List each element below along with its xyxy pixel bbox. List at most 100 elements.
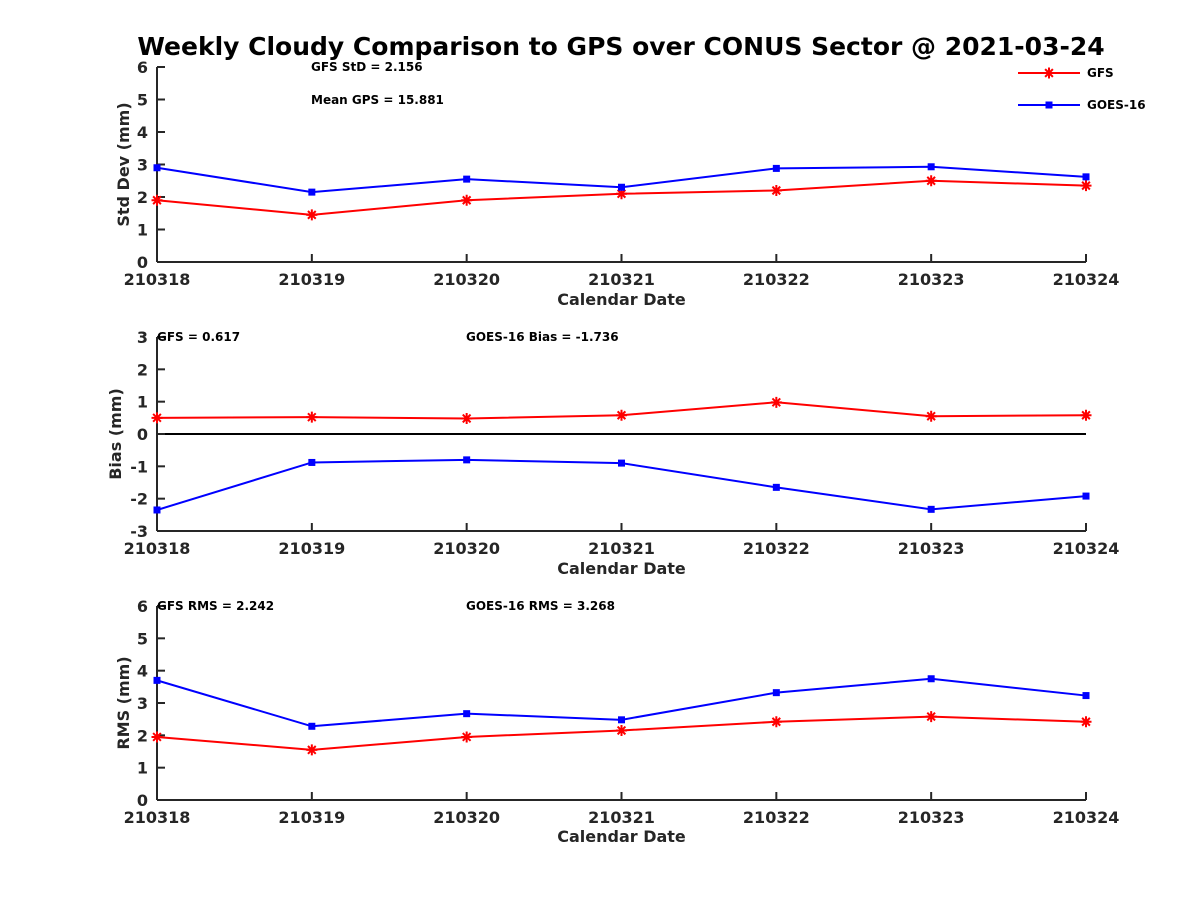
data-point xyxy=(151,412,163,424)
data-point xyxy=(306,744,318,756)
series-goes-16 xyxy=(153,675,1090,730)
x-tick-label: 210322 xyxy=(743,270,810,289)
x-tick-label: 210320 xyxy=(433,539,500,558)
y-axis-label: Std Dev (mm) xyxy=(114,102,133,226)
x-tick-label: 210321 xyxy=(588,808,655,827)
y-tick-label: 0 xyxy=(137,425,148,444)
y-tick-label: 2 xyxy=(137,360,148,379)
x-tick-label: 210323 xyxy=(898,808,965,827)
data-point xyxy=(306,209,318,221)
data-point xyxy=(463,175,471,183)
x-tick-label: 210323 xyxy=(898,270,965,289)
data-point xyxy=(461,194,473,206)
series-line xyxy=(156,458,1087,511)
y-tick-label: -2 xyxy=(130,490,148,509)
legend-marker xyxy=(1045,101,1053,109)
data-point xyxy=(151,731,163,743)
data-point xyxy=(616,724,627,736)
data-point xyxy=(927,675,935,683)
stat-annotation: Mean GPS = 15.881 xyxy=(311,93,444,107)
data-point xyxy=(925,175,937,187)
stat-annotation: GFS = 0.617 xyxy=(157,330,240,344)
data-point xyxy=(772,483,780,491)
y-tick-label: 3 xyxy=(137,694,148,713)
y-tick-label: 1 xyxy=(137,393,148,412)
y-tick-label: 5 xyxy=(137,629,148,648)
data-point xyxy=(618,183,625,191)
data-point xyxy=(153,676,161,684)
data-point xyxy=(770,716,782,728)
series-goes-16 xyxy=(153,163,1090,196)
data-point xyxy=(153,506,161,514)
y-tick-label: -3 xyxy=(130,522,148,541)
stat-annotation: GOES-16 Bias = -1.736 xyxy=(466,330,619,344)
legend-label: GFS xyxy=(1087,66,1114,80)
data-point xyxy=(618,716,625,724)
x-tick-label: 210320 xyxy=(433,270,500,289)
y-tick-label: 4 xyxy=(137,123,148,142)
data-point xyxy=(925,410,937,422)
chart-title: Weekly Cloudy Comparison to GPS over CON… xyxy=(137,32,1104,61)
chart-panel-2: -3 -2 -1 0 1 2 3 210318 210319 210320 210321 210322… xyxy=(106,328,1119,578)
data-point xyxy=(308,722,316,730)
series-gfs xyxy=(151,175,1092,221)
x-tick-label: 210319 xyxy=(278,539,345,558)
data-point xyxy=(463,710,471,718)
data-point xyxy=(772,689,780,697)
y-tick-label: 0 xyxy=(137,791,148,810)
y-tick-label: 4 xyxy=(137,662,148,681)
data-point xyxy=(616,188,627,200)
data-point xyxy=(151,194,163,206)
data-point xyxy=(308,188,316,196)
x-tick-label: 210324 xyxy=(1053,539,1120,558)
series-goes-16 xyxy=(153,456,1090,514)
x-tick-label: 210322 xyxy=(743,808,810,827)
data-point xyxy=(461,412,473,424)
data-point xyxy=(461,731,473,743)
x-tick-label: 210318 xyxy=(124,808,191,827)
x-tick-label: 210322 xyxy=(743,539,810,558)
series-gfs xyxy=(151,711,1092,756)
y-tick-label: 6 xyxy=(137,58,148,77)
data-point xyxy=(770,396,782,408)
data-point xyxy=(616,409,627,421)
x-tick-label: 210321 xyxy=(588,270,655,289)
x-tick-label: 210319 xyxy=(278,808,345,827)
data-point xyxy=(925,711,937,723)
x-tick-label: 210324 xyxy=(1053,808,1120,827)
x-tick-label: 210324 xyxy=(1053,270,1120,289)
legend: GFS GOES-16 xyxy=(1018,66,1146,112)
x-axis-label: Calendar Date xyxy=(557,290,686,309)
y-tick-label: 3 xyxy=(137,328,148,347)
y-tick-label: 1 xyxy=(137,759,148,778)
y-tick-label: 2 xyxy=(137,726,148,745)
data-point xyxy=(1080,716,1092,728)
y-tick-label: 2 xyxy=(137,188,148,207)
series-gfs xyxy=(151,396,1092,424)
x-tick-label: 210323 xyxy=(898,539,965,558)
y-tick-label: 6 xyxy=(137,597,148,616)
stat-annotation: GFS RMS = 2.242 xyxy=(157,599,274,613)
x-tick-label: 210321 xyxy=(588,539,655,558)
data-point xyxy=(770,185,782,196)
data-point xyxy=(618,459,625,467)
x-tick-label: 210320 xyxy=(433,808,500,827)
data-point xyxy=(1080,180,1092,192)
x-axis-label: Calendar Date xyxy=(557,827,686,846)
data-point xyxy=(1082,173,1090,181)
data-point xyxy=(306,411,318,423)
y-tick-label: 3 xyxy=(137,156,148,175)
x-tick-label: 210319 xyxy=(278,270,345,289)
y-tick-label: 1 xyxy=(137,221,148,240)
stat-annotation: GFS StD = 2.156 xyxy=(311,60,423,74)
y-tick-label: 5 xyxy=(137,91,148,110)
y-tick-label: 0 xyxy=(137,253,148,272)
x-axis-label: Calendar Date xyxy=(557,559,686,578)
y-axis-label: RMS (mm) xyxy=(114,656,133,749)
y-tick-label: -1 xyxy=(130,457,148,476)
data-point xyxy=(153,164,161,172)
chart-panel-3: 0 1 2 3 4 5 6 210318 210319 210320 210321 210322 210… xyxy=(114,597,1119,846)
stat-annotation: GOES-16 RMS = 3.268 xyxy=(466,599,615,613)
legend-marker xyxy=(1043,67,1055,79)
